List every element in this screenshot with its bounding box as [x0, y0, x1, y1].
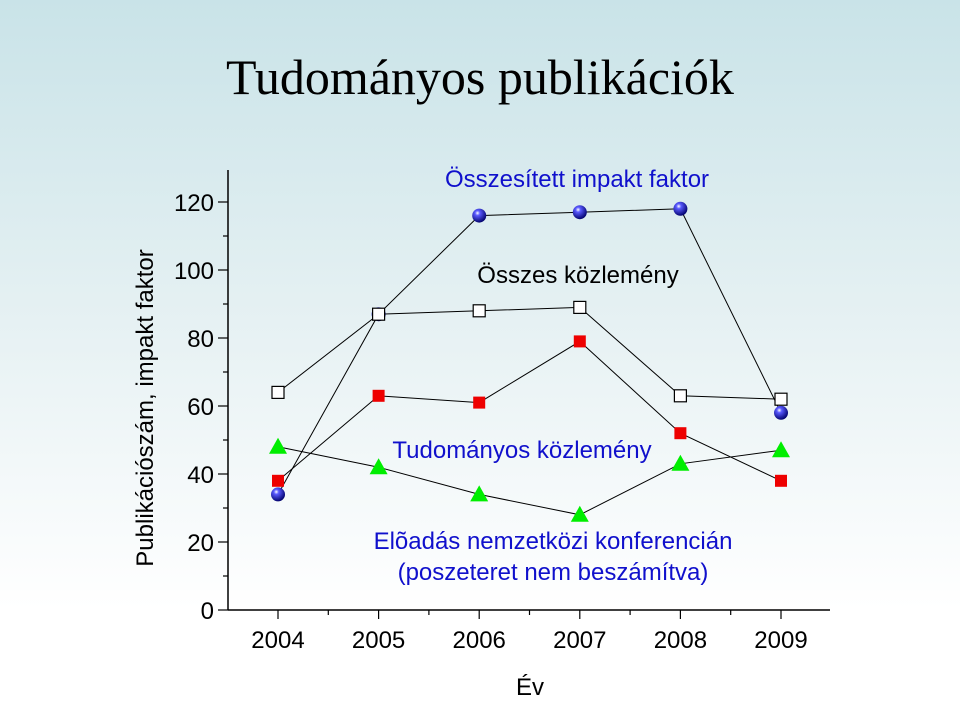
- slide-title: Tudományos publikációk: [226, 49, 734, 105]
- x-tick-label: 2009: [754, 627, 807, 654]
- y-tick-label: 40: [187, 462, 214, 489]
- series-label: Tudományos közlemény: [392, 437, 651, 464]
- data-point-open-square: [271, 385, 285, 399]
- chart-lines: [277, 208, 782, 516]
- data-point-open-square: [774, 392, 788, 406]
- x-tick-label: 2006: [453, 627, 506, 654]
- data-point-triangle: [772, 441, 790, 458]
- data-point-triangle: [369, 458, 388, 475]
- y-tick-label: 80: [187, 326, 214, 353]
- x-tick-label: 2008: [654, 627, 707, 654]
- data-point-triangle: [671, 454, 690, 471]
- x-tick-label: 2004: [251, 627, 304, 654]
- data-point-triangle: [470, 485, 489, 502]
- chart-markers: [269, 201, 790, 522]
- y-axis-title: Publikációszám, impakt faktor: [132, 249, 159, 566]
- data-point-circle: [774, 405, 788, 420]
- x-tick-label: 2007: [553, 627, 606, 654]
- x-axis-title: Év: [516, 674, 544, 701]
- x-tick-label: 2005: [352, 627, 405, 654]
- series-label: (poszeteret nem beszámítva): [398, 559, 709, 586]
- data-point-circle: [572, 205, 587, 220]
- series-label: Elõadás nemzetközi konferencián: [374, 528, 733, 555]
- y-tick-label: 60: [187, 394, 214, 421]
- series-line: [277, 208, 782, 495]
- data-point-circle: [673, 201, 688, 216]
- series-line: [277, 306, 782, 400]
- data-point-open-square: [673, 389, 688, 403]
- data-point-square: [473, 396, 486, 409]
- data-point-square: [372, 389, 385, 402]
- y-tick-label: 0: [201, 598, 214, 625]
- chart-axes: 0 20 40 60 80 100 120 2004 2005 2006 2007 2008 2009 É…: [132, 170, 830, 701]
- data-point-square: [775, 474, 787, 487]
- y-tick-label: 20: [187, 530, 214, 557]
- data-point-circle: [271, 487, 285, 502]
- data-point-open-square: [573, 300, 587, 314]
- data-point-open-square: [372, 307, 386, 321]
- data-point-triangle: [269, 437, 287, 454]
- series-line: [277, 446, 782, 516]
- data-point-open-square: [472, 304, 486, 318]
- series-label: Összesített impakt faktor: [445, 166, 709, 193]
- data-point-triangle: [570, 505, 589, 522]
- y-tick-label: 120: [174, 190, 214, 217]
- y-tick-label: 100: [174, 258, 214, 285]
- chart-series-labels: Összesített impakt faktor Összes közlemén…: [374, 166, 733, 586]
- data-point-circle: [472, 208, 487, 223]
- series-line: [277, 340, 782, 482]
- data-point-square: [272, 474, 284, 487]
- series-label: Összes közlemény: [477, 262, 678, 289]
- data-point-square: [674, 427, 687, 440]
- data-point-square: [573, 335, 586, 348]
